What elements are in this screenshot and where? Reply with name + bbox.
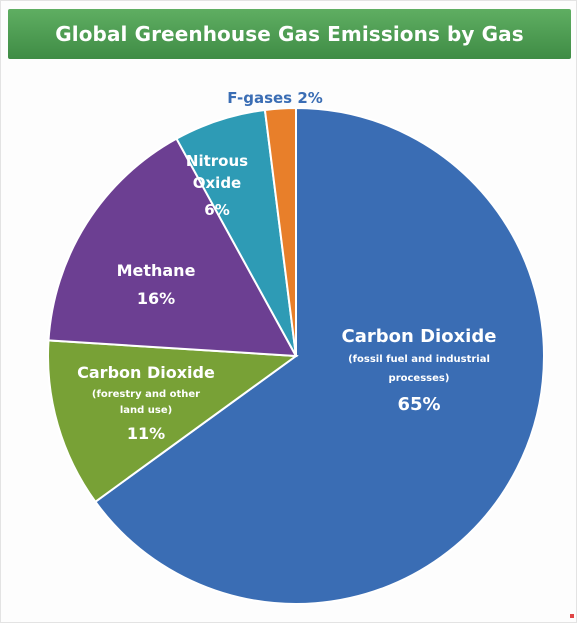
label-nitrous-name1: Nitrous bbox=[186, 152, 248, 170]
label-co2-forestry-sub1: (forestry and other bbox=[92, 389, 200, 400]
label-co2-forestry-name: Carbon Dioxide bbox=[77, 363, 215, 382]
label-co2-fossil-sub1: (fossil fuel and industrial bbox=[348, 354, 490, 365]
label-co2-fossil-sub2: processes) bbox=[389, 373, 450, 384]
label-methane-value: 16% bbox=[137, 289, 175, 308]
slice-co2-fossil bbox=[93, 106, 545, 605]
label-co2-fossil-name: Carbon Dioxide bbox=[342, 326, 497, 347]
title-banner: Global Greenhouse Gas Emissions by Gas bbox=[8, 9, 571, 59]
slice-fgases bbox=[263, 106, 297, 357]
label-co2-forestry-value: 11% bbox=[127, 424, 165, 443]
label-methane-name: Methane bbox=[117, 261, 196, 280]
corner-mark bbox=[570, 614, 574, 618]
label-co2-fossil-value: 65% bbox=[397, 394, 440, 415]
label-nitrous-oxide: Nitrous Oxide 6% bbox=[186, 152, 248, 219]
label-methane: Methane 16% bbox=[117, 261, 196, 308]
label-co2-forestry-sub2: land use) bbox=[120, 405, 172, 416]
slice-co2-forestry bbox=[47, 339, 299, 504]
label-co2-forestry: Carbon Dioxide (forestry and other land … bbox=[77, 363, 215, 443]
label-co2-fossil: Carbon Dioxide (fossil fuel and industri… bbox=[342, 326, 497, 415]
slice-methane bbox=[47, 137, 298, 358]
label-fgases: F-gases 2% bbox=[227, 89, 323, 107]
label-nitrous-value: 6% bbox=[204, 201, 229, 219]
pie-slices bbox=[47, 106, 545, 605]
label-nitrous-name2: Oxide bbox=[193, 174, 241, 192]
chart-title: Global Greenhouse Gas Emissions by Gas bbox=[55, 22, 524, 46]
